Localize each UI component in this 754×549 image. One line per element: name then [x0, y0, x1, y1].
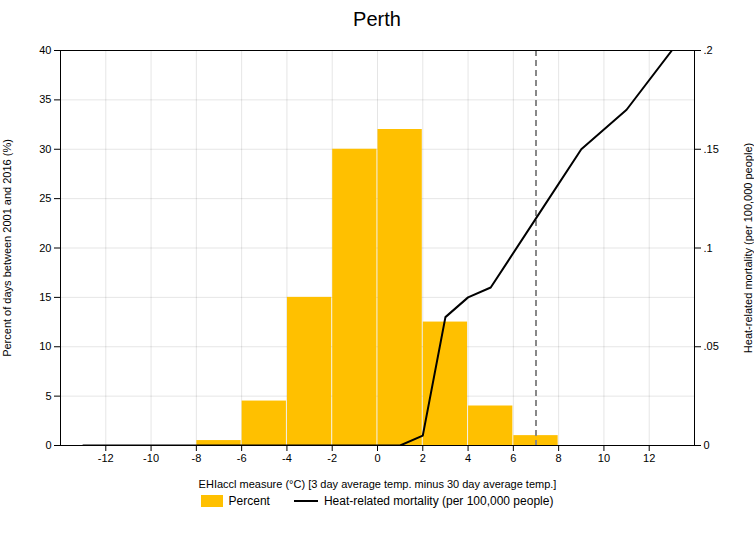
svg-text:30: 30 [39, 143, 51, 155]
svg-text:8: 8 [556, 452, 562, 464]
svg-text:20: 20 [39, 242, 51, 254]
svg-text:0: 0 [45, 439, 51, 451]
html-text:Heat-related mortality (per 10: Heat-related mortality (per 100,000 peop… [323, 494, 554, 508]
svg-text:-12: -12 [98, 452, 114, 464]
svg-text:5: 5 [45, 390, 51, 402]
svg-text:.2: .2 [704, 44, 713, 56]
svg-text:6: 6 [510, 452, 516, 464]
svg-text:35: 35 [39, 93, 51, 105]
svg-text:12: 12 [643, 452, 655, 464]
svg-text:-8: -8 [191, 452, 201, 464]
svg-text:4: 4 [465, 452, 471, 464]
svg-text:25: 25 [39, 192, 51, 204]
svg-text:Percent of days between 2001 a: Percent of days between 2001 and 2016 (%… [1, 139, 13, 357]
svg-text:-6: -6 [237, 452, 247, 464]
svg-text:-10: -10 [143, 452, 159, 464]
svg-text:Heat-related mortality (per 10: Heat-related mortality (per 100,000 peop… [742, 143, 754, 353]
svg-text:-2: -2 [327, 452, 337, 464]
svg-text:10: 10 [39, 340, 51, 352]
svg-text:-4: -4 [282, 452, 292, 464]
svg-text:40: 40 [39, 44, 51, 56]
svg-text:.05: .05 [704, 340, 719, 352]
svg-text:0: 0 [704, 439, 710, 451]
svg-text:15: 15 [39, 291, 51, 303]
svg-text:.15: .15 [704, 143, 719, 155]
svg-text:0: 0 [374, 452, 380, 464]
svg-text:2: 2 [420, 452, 426, 464]
html-text:Percent: Percent [228, 494, 270, 508]
html-text:Perth: Perth [353, 8, 401, 30]
svg-text:.1: .1 [704, 242, 713, 254]
svg-text:10: 10 [598, 452, 610, 464]
svg-text:EHIaccl measure (°C) [3 day av: EHIaccl measure (°C) [3 day average temp… [199, 478, 557, 490]
